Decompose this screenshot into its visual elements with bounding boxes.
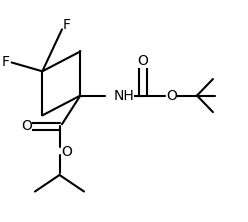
Text: NH: NH [114, 89, 134, 103]
Text: O: O [138, 54, 148, 68]
Text: F: F [63, 18, 71, 32]
Text: F: F [1, 56, 9, 69]
Text: O: O [21, 119, 32, 133]
Text: O: O [62, 145, 72, 159]
Text: O: O [166, 89, 177, 103]
